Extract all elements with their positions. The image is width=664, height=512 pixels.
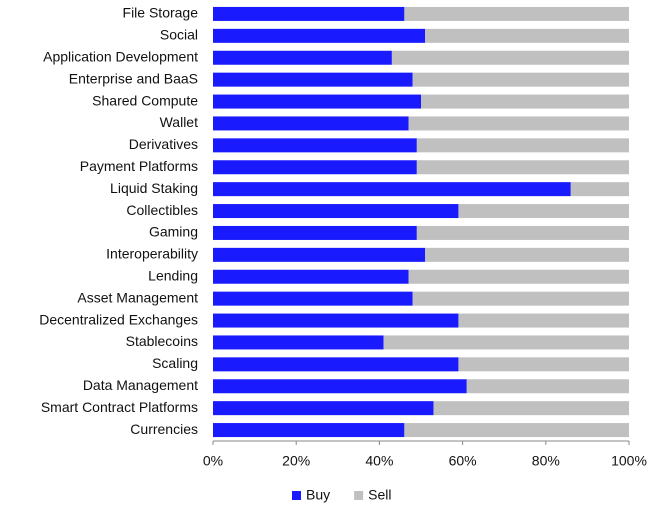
bar-segment	[213, 357, 459, 372]
y-tick-label: Gaming	[149, 224, 198, 240]
bar-segment	[408, 269, 629, 284]
y-tick-label: Data Management	[83, 377, 198, 393]
bar-segment	[213, 423, 405, 438]
bar-segment	[421, 94, 629, 109]
bar-segment	[213, 28, 426, 43]
y-tick-label: Wallet	[160, 114, 198, 130]
y-tick-label: Lending	[148, 267, 198, 283]
x-tick-label: 0%	[203, 453, 223, 469]
bar-segment	[213, 116, 409, 131]
y-tick-label: Liquid Staking	[110, 180, 198, 196]
bar-segment	[416, 225, 629, 240]
y-tick-label: Application Development	[43, 48, 198, 64]
bar-segment	[213, 313, 459, 328]
y-tick-label: Payment Platforms	[80, 158, 198, 174]
x-tick-label: 100%	[611, 453, 647, 469]
bar-segment	[213, 94, 421, 109]
y-tick-label: Derivatives	[129, 136, 198, 152]
x-tick-label: 60%	[449, 453, 477, 469]
bar-segment	[458, 313, 629, 328]
bar-segment	[416, 138, 629, 153]
y-tick-label: Interoperability	[106, 246, 198, 262]
y-tick-label: Stablecoins	[126, 333, 198, 349]
bar-segment	[213, 50, 392, 65]
bar-segment	[213, 291, 413, 306]
bar-segment	[408, 116, 629, 131]
bar-segment	[416, 160, 629, 175]
bar-segment	[466, 379, 629, 394]
bar-segment	[391, 50, 629, 65]
bar-segment	[412, 72, 629, 87]
y-tick-label: Decentralized Exchanges	[39, 311, 198, 327]
y-tick-label: File Storage	[123, 5, 199, 21]
bar-segment	[433, 401, 629, 416]
bar-segment	[213, 269, 409, 284]
bar-segment	[425, 28, 629, 43]
bar-segment	[458, 357, 629, 372]
bar-segment	[213, 6, 405, 21]
bar-segment	[425, 247, 629, 262]
bar-segment	[213, 182, 571, 197]
y-tick-label: Shared Compute	[92, 92, 198, 108]
legend-swatch	[354, 491, 364, 500]
y-tick-label: Currencies	[130, 421, 198, 437]
y-tick-label: Collectibles	[126, 202, 198, 218]
bar-segment	[412, 291, 629, 306]
legend-swatch	[292, 491, 301, 500]
bar-segment	[570, 182, 629, 197]
bar-segment	[213, 72, 413, 87]
bar-segment	[213, 225, 417, 240]
y-tick-label: Asset Management	[77, 289, 198, 305]
y-tick-label: Smart Contract Platforms	[41, 399, 198, 415]
bar-segment	[213, 204, 459, 219]
bar-segment	[213, 247, 426, 262]
bar-segment	[458, 204, 629, 219]
y-tick-label: Scaling	[152, 355, 198, 371]
bar-segment	[213, 401, 434, 416]
legend-label: Sell	[368, 487, 391, 503]
x-tick-label: 80%	[532, 453, 560, 469]
bar-segment	[213, 335, 384, 350]
y-tick-label: Social	[160, 27, 198, 43]
x-tick-label: 20%	[282, 453, 310, 469]
bar-segment	[383, 335, 629, 350]
y-tick-label: Enterprise and BaaS	[69, 70, 198, 86]
legend-label: Buy	[306, 487, 330, 503]
bar-segment	[213, 379, 467, 394]
bar-segment	[213, 160, 417, 175]
bar-segment	[213, 138, 417, 153]
bar-segment	[404, 423, 629, 438]
bar-segment	[404, 6, 629, 21]
x-tick-label: 40%	[365, 453, 393, 469]
